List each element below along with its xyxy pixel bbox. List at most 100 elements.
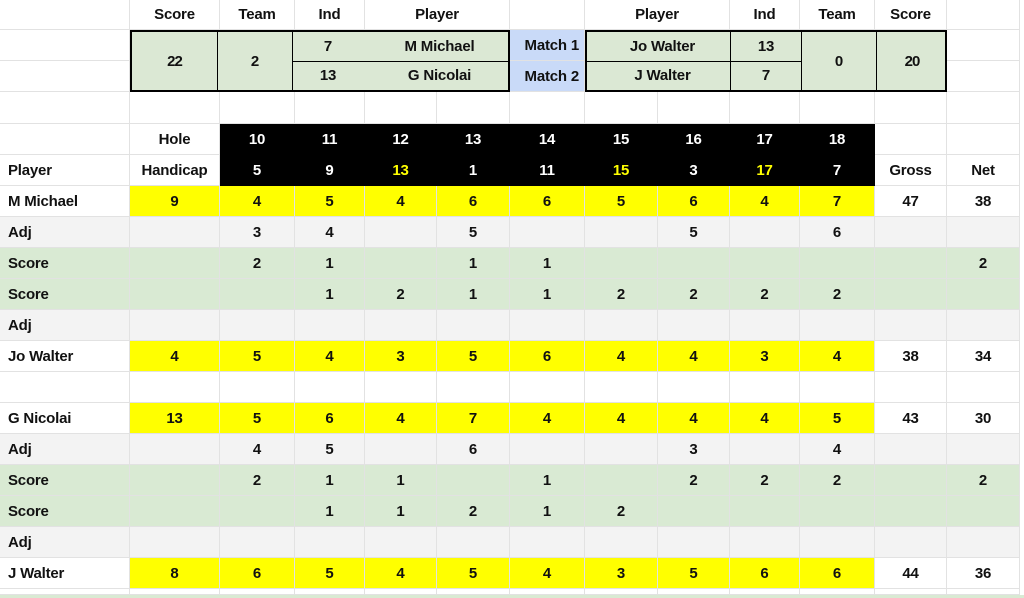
team-b-ind-header[interactable]: Ind (730, 0, 800, 30)
blank-cell[interactable] (130, 527, 220, 558)
gross-value-cell[interactable] (875, 496, 947, 527)
hole-score-cell[interactable] (585, 310, 658, 341)
hole-score-cell[interactable]: 1 (437, 248, 510, 279)
hole-score-cell[interactable] (730, 248, 800, 279)
hole-score-cell[interactable]: 2 (437, 496, 510, 527)
hole-score-cell[interactable]: 1 (295, 496, 365, 527)
hole-score-cell[interactable]: 5 (295, 434, 365, 465)
blank-cell[interactable] (875, 124, 947, 155)
hole-score-cell[interactable] (658, 496, 730, 527)
hole-score-cell[interactable]: 1 (295, 279, 365, 310)
hole-number-cell[interactable]: 10 (220, 124, 295, 155)
team-b-total-score[interactable]: 20 (904, 52, 921, 70)
hole-score-cell[interactable]: 2 (220, 248, 295, 279)
team-a-total-score[interactable]: 22 (132, 32, 218, 90)
blank-cell[interactable] (947, 30, 1020, 61)
hole-number-cell[interactable]: 15 (585, 124, 658, 155)
team-a-team-points[interactable]: 2 (218, 32, 293, 90)
hole-score-cell[interactable] (800, 248, 875, 279)
handicap-header-label[interactable]: Handicap (130, 155, 220, 186)
hole-score-cell[interactable]: 3 (658, 434, 730, 465)
hole-score-cell[interactable]: 5 (800, 403, 875, 434)
handicap-value-cell[interactable]: 5 (220, 155, 295, 186)
hole-score-cell[interactable] (730, 217, 800, 248)
gross-value-cell[interactable] (875, 372, 947, 403)
blank-cell[interactable] (295, 92, 365, 124)
hole-score-cell[interactable]: 5 (295, 558, 365, 589)
hole-score-cell[interactable]: 1 (510, 248, 585, 279)
hole-score-cell[interactable] (658, 527, 730, 558)
hole-score-cell[interactable]: 2 (220, 465, 295, 496)
hole-score-cell[interactable] (585, 217, 658, 248)
hole-score-cell[interactable] (437, 527, 510, 558)
blank-cell[interactable] (130, 92, 220, 124)
hole-score-cell[interactable]: 7 (800, 186, 875, 217)
blank-cell[interactable] (510, 589, 585, 595)
team-a-ind-header[interactable]: Ind (295, 0, 365, 30)
hole-score-cell[interactable]: 4 (295, 217, 365, 248)
player-row-label[interactable]: J Walter (0, 558, 130, 589)
hole-score-cell[interactable] (585, 248, 658, 279)
hole-score-cell[interactable] (585, 465, 658, 496)
blank-cell[interactable] (875, 589, 947, 595)
hole-number-cell[interactable]: 14 (510, 124, 585, 155)
player-col-label[interactable]: Player (0, 155, 130, 186)
hole-number-cell[interactable]: 11 (295, 124, 365, 155)
hole-score-cell[interactable]: 4 (365, 558, 437, 589)
blank-cell[interactable] (130, 465, 220, 496)
net-value-cell[interactable] (947, 527, 1020, 558)
hole-score-cell[interactable]: 6 (295, 403, 365, 434)
hole-score-cell[interactable]: 4 (658, 403, 730, 434)
team-a-player2-name[interactable]: G Nicolai (407, 67, 472, 85)
hole-score-cell[interactable]: 3 (585, 558, 658, 589)
blank-cell[interactable] (658, 92, 730, 124)
team-b-score-header[interactable]: Score (875, 0, 947, 30)
team-a-score-header[interactable]: Score (130, 0, 220, 30)
hole-score-cell[interactable] (658, 310, 730, 341)
hole-score-cell[interactable]: 2 (658, 465, 730, 496)
hole-score-cell[interactable] (800, 527, 875, 558)
hole-score-cell[interactable] (585, 372, 658, 403)
hole-header-label[interactable]: Hole (130, 124, 220, 155)
hole-score-cell[interactable] (220, 372, 295, 403)
hole-score-cell[interactable]: 1 (365, 465, 437, 496)
adj-row-label[interactable]: Adj (0, 310, 130, 341)
gross-value-cell[interactable] (875, 527, 947, 558)
blank-cell[interactable] (130, 248, 220, 279)
hole-score-cell[interactable]: 3 (220, 217, 295, 248)
gross-value-cell[interactable] (875, 310, 947, 341)
adj-row-label[interactable]: Adj (0, 434, 130, 465)
blank-cell[interactable] (585, 589, 658, 595)
hole-score-cell[interactable] (365, 217, 437, 248)
blank-cell[interactable] (730, 589, 800, 595)
blank-cell[interactable] (875, 92, 947, 124)
blank-cell[interactable] (658, 589, 730, 595)
handicap-value-cell[interactable]: 9 (295, 155, 365, 186)
team-b-player2-name[interactable]: J Walter (634, 67, 691, 85)
score-row-label[interactable]: Score (0, 496, 130, 527)
blank-cell[interactable] (130, 279, 220, 310)
hole-score-cell[interactable]: 1 (510, 465, 585, 496)
blank-cell[interactable] (130, 310, 220, 341)
net-value-cell[interactable]: 36 (947, 558, 1020, 589)
hole-number-cell[interactable]: 13 (437, 124, 510, 155)
handicap-value-cell[interactable]: 3 (658, 155, 730, 186)
handicap-value-cell[interactable]: 11 (510, 155, 585, 186)
hole-score-cell[interactable]: 1 (510, 496, 585, 527)
hole-score-cell[interactable]: 2 (365, 279, 437, 310)
team-b-player-header[interactable]: Player (585, 0, 730, 30)
blank-cell[interactable] (130, 217, 220, 248)
hole-score-cell[interactable]: 5 (295, 186, 365, 217)
hole-score-cell[interactable]: 4 (295, 341, 365, 372)
hole-score-cell[interactable]: 2 (658, 279, 730, 310)
blank-cell[interactable] (220, 92, 295, 124)
net-value-cell[interactable]: 38 (947, 186, 1020, 217)
hole-score-cell[interactable]: 6 (437, 186, 510, 217)
team-a-player1-name[interactable]: M Michael (363, 32, 508, 62)
hole-score-cell[interactable]: 3 (365, 341, 437, 372)
blank-cell[interactable] (947, 124, 1020, 155)
hole-score-cell[interactable] (730, 310, 800, 341)
hole-score-cell[interactable] (510, 434, 585, 465)
handicap-value-cell[interactable]: 7 (800, 155, 875, 186)
blank-cell[interactable] (0, 124, 130, 155)
